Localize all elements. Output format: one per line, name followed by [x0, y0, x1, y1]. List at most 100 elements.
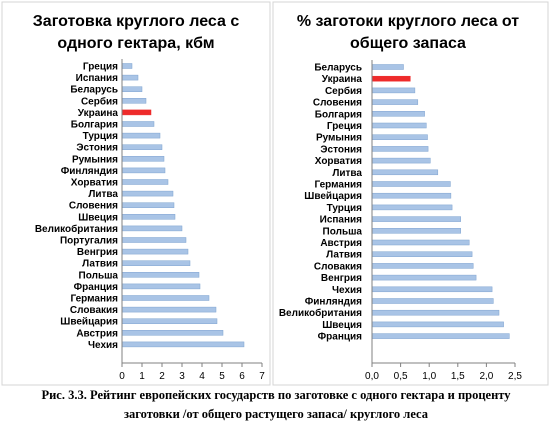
category-label-турция-left: Турция [83, 131, 119, 142]
bar-франция-left [121, 283, 201, 290]
category-label-румыния-left: Румыния [72, 154, 118, 165]
x-tick-label-5-left: 5 [219, 371, 225, 382]
bar-румыния-right [371, 134, 428, 140]
bar-финляндия-right [371, 298, 494, 304]
bar-финляндия-left [121, 167, 166, 174]
category-label-франция-right: Франция [318, 332, 363, 343]
chart-right-title-line2: общего запаса [350, 35, 466, 52]
category-label-беларусь-left: Беларусь [70, 85, 118, 96]
bar-австрия-left [121, 330, 224, 336]
bar-хорватия-right [371, 157, 431, 164]
category-label-украина-right: Украина [322, 74, 363, 85]
category-label-испания-right: Испания [320, 215, 363, 226]
category-label-греция-right: Греция [327, 121, 362, 132]
x-tick-label-5-right: 2,5 [508, 371, 522, 382]
x-tick-label-0-right: 0,0 [365, 371, 379, 382]
chart-left-title-line2: одного гектара, кбм [57, 35, 214, 52]
bar-австрия-right [371, 239, 470, 246]
category-label-польша-left: Польша [79, 270, 119, 281]
category-label-латвия-right: Латвия [326, 250, 362, 261]
x-tick-label-2-left: 2 [159, 371, 165, 382]
bar-словения-left [121, 202, 175, 208]
bar-румыния-left [121, 156, 165, 162]
category-label-эстония-right: Эстония [320, 144, 362, 155]
category-label-португалия-left: Португалия [60, 236, 118, 247]
bar-словакия-right [371, 263, 474, 269]
category-label-литва-right: Литва [332, 168, 362, 179]
bar-эстония-right [371, 146, 429, 152]
category-label-украина-left: Украина [78, 108, 119, 119]
x-tick-label-0-left: 0 [119, 371, 125, 382]
bar-швеция-right [371, 321, 504, 328]
category-label-сербия-left: Сербия [81, 95, 118, 107]
bar-испания-left [121, 74, 139, 81]
bar-швеция-left [121, 214, 176, 220]
chart-left-category-labels: ГрецияИспанияБеларусьСербияУкраинаБолгар… [35, 62, 119, 351]
bar-литва-right [371, 169, 439, 176]
bar-эстония-left [121, 144, 163, 150]
category-label-хорватия-right: Хорватия [315, 156, 362, 167]
category-label-румыния-right: Румыния [316, 133, 362, 144]
bar-германия-right [371, 181, 451, 187]
chart-left-bars [121, 63, 245, 348]
category-label-эстония-left: Эстония [76, 143, 118, 154]
category-label-австрия-right: Австрия [320, 238, 362, 249]
bar-украина-right [371, 75, 411, 82]
category-label-германия-right: Германия [314, 180, 362, 191]
category-label-хорватия-left: Хорватия [71, 178, 118, 189]
bar-хорватия-left [121, 179, 169, 185]
bar-сербия-left [121, 98, 147, 104]
category-label-литва-left: Литва [88, 189, 118, 200]
bar-словакия-left [121, 306, 217, 313]
category-label-турция-right: Турция [327, 203, 363, 214]
category-label-словения-right: Словения [313, 98, 362, 109]
chart-right-category-labels: БеларусьУкраинаСербияСловенияБолгарияГре… [279, 63, 363, 343]
chart-right-x-axis: 0,0 0,5 1,0 1,5 2,0 2,5 [365, 60, 522, 382]
bar-латвия-right [371, 251, 473, 257]
chart-left-x-axis: 0 1 2 3 4 5 6 7 [119, 59, 265, 382]
bar-швейцария-left [121, 318, 218, 324]
bar-беларусь-right [371, 64, 404, 70]
bar-болгария-right [371, 111, 425, 117]
bar-болгария-left [121, 121, 155, 127]
chart-right-bars [371, 64, 510, 339]
caption-line-1: Рис. 3.3. Рейтинг европейских государств… [41, 388, 511, 402]
category-label-германия-left: Германия [70, 294, 118, 305]
x-tick-label-1-left: 1 [139, 371, 145, 382]
bar-португалия-left [121, 237, 187, 243]
bar-великобритания-right [371, 309, 500, 316]
x-tick-label-4-left: 4 [199, 371, 205, 382]
category-label-финляндия-left: Финляндия [61, 166, 118, 177]
category-label-финляндия-right: Финляндия [305, 297, 362, 308]
category-label-болгария-left: Болгария [71, 120, 118, 131]
bar-украина-left [121, 109, 152, 116]
category-label-чехия-left: Чехия [88, 340, 118, 351]
x-tick-label-1-right: 0,5 [394, 371, 408, 382]
category-label-франция-left: Франция [74, 282, 119, 293]
category-label-греция-left: Греция [83, 62, 118, 73]
category-label-латвия-left: Латвия [82, 259, 118, 270]
x-tick-label-6-left: 6 [239, 371, 245, 382]
x-tick-label-3-right: 1,5 [451, 371, 465, 382]
category-label-венгрия-left: Венгрия [77, 247, 118, 258]
x-tick-label-3-left: 3 [179, 371, 185, 382]
bar-литва-left [121, 190, 174, 197]
bar-франция-right [371, 333, 510, 339]
chart-right: % заготоки круглого леса от общего запас… [272, 1, 549, 386]
bar-испания-right [371, 216, 461, 222]
bar-греция-right [371, 122, 427, 129]
bar-турция-right [371, 204, 453, 211]
bar-словения-right [371, 99, 419, 105]
bar-греция-left [121, 63, 133, 69]
bar-германия-left [121, 295, 210, 301]
category-label-болгария-right: Болгария [315, 109, 362, 120]
category-label-беларусь-right: Беларусь [314, 63, 362, 74]
chart-left: Заготовка круглого леса с одного гектара… [1, 1, 271, 386]
category-label-чехия-right: Чехия [332, 285, 362, 296]
bar-сербия-right [371, 87, 416, 94]
category-label-словакия-right: Словакия [314, 261, 362, 272]
category-label-швеция-left: Швеция [78, 212, 118, 223]
bar-чехия-right [371, 286, 493, 293]
bar-венгрия-left [121, 248, 189, 255]
bar-чехия-left [121, 341, 245, 348]
